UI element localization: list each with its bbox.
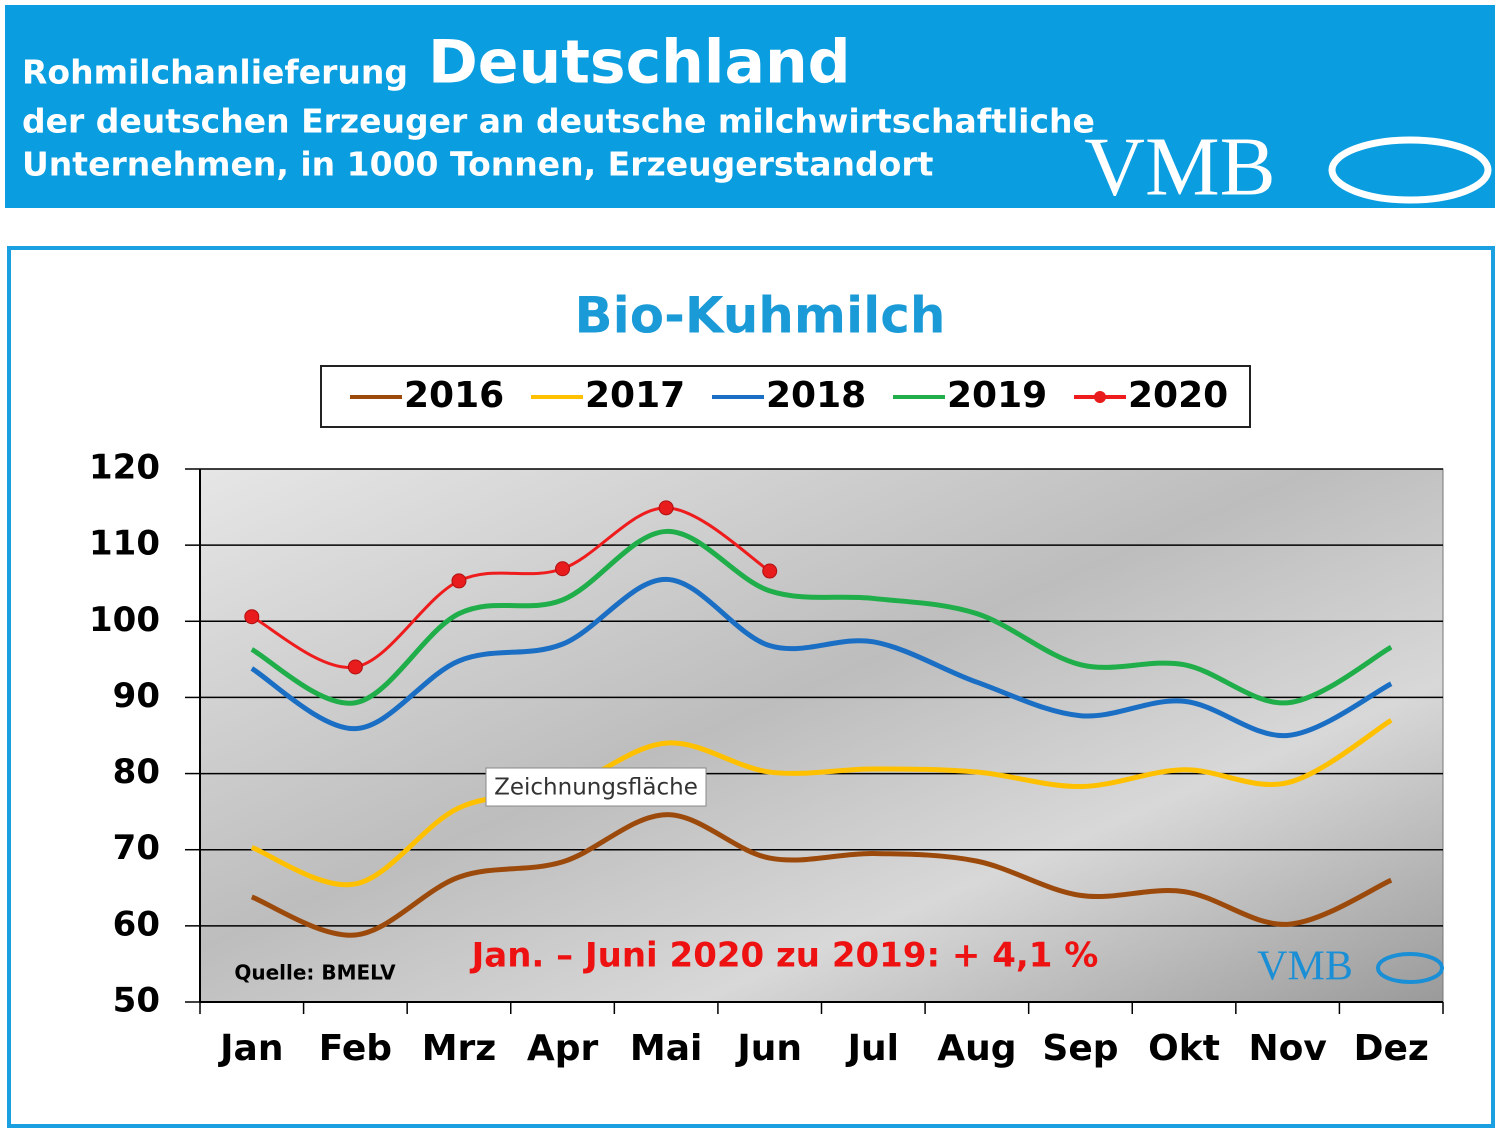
x-tick-label: Apr [527,1028,599,1069]
y-tick-label: 120 [89,448,160,488]
x-tick-label: Jul [845,1028,899,1069]
y-tick-label: 100 [89,600,160,640]
line-series [250,576,1393,739]
y-tick-label: 110 [89,524,160,564]
annotation: Jan. – Juni 2020 zu 2019: + 4,1 % [470,936,1099,976]
source: Quelle: BMELV [234,961,396,985]
header-line1a: Rohmilchanlieferung [22,53,408,92]
point [658,500,674,516]
header-line2: der deutschen Erzeuger an deutsche milch… [22,102,1095,141]
logo: VMB [1084,120,1275,213]
legend-label: 2017 [585,375,685,416]
legend-label: 2020 [1128,375,1228,416]
line-series [250,528,1393,706]
x-tick-label: Mai [630,1028,702,1069]
chart-title: Bio-Kuhmilch [574,287,945,345]
header-line3: Unternehmen, in 1000 Tonnen, Erzeugersta… [22,145,934,184]
y-tick-label: 70 [113,828,160,868]
x-tick-label: Jun [734,1028,802,1069]
logo-small-swirl [1376,952,1444,984]
logo-small: VMB [1257,944,1353,990]
point [347,659,363,675]
x-tick-label: Jan [217,1028,283,1069]
y-tick-label: 50 [113,981,160,1021]
logo-swirl [1328,136,1492,204]
point [244,609,260,625]
legend-label: 2019 [947,375,1047,416]
line-series [250,718,1393,888]
y-tick-label: 80 [113,752,160,792]
point [762,563,778,579]
x-tick-label: Aug [937,1028,1016,1069]
legend-label: 2016 [404,375,504,416]
y-tick-label: 60 [113,904,160,944]
point [451,573,467,589]
legend-label: 2018 [766,375,866,416]
line-series [250,812,1393,938]
x-tick-label: Dez [1354,1028,1429,1069]
x-tick-label: Sep [1042,1028,1118,1069]
tooltip: Zeichnungsfläche [494,775,698,801]
point [555,561,571,577]
x-tick-label: Okt [1148,1028,1220,1069]
header-line1b: Deutschland [428,28,851,98]
legend-marker [1094,391,1106,403]
x-tick-label: Nov [1248,1028,1326,1069]
y-tick-label: 90 [113,676,160,716]
x-tick-label: Feb [319,1028,392,1069]
header-banner [5,5,1495,208]
line-series [251,506,771,669]
tooltip-box [485,767,707,807]
x-tick-label: Mrz [422,1028,497,1069]
